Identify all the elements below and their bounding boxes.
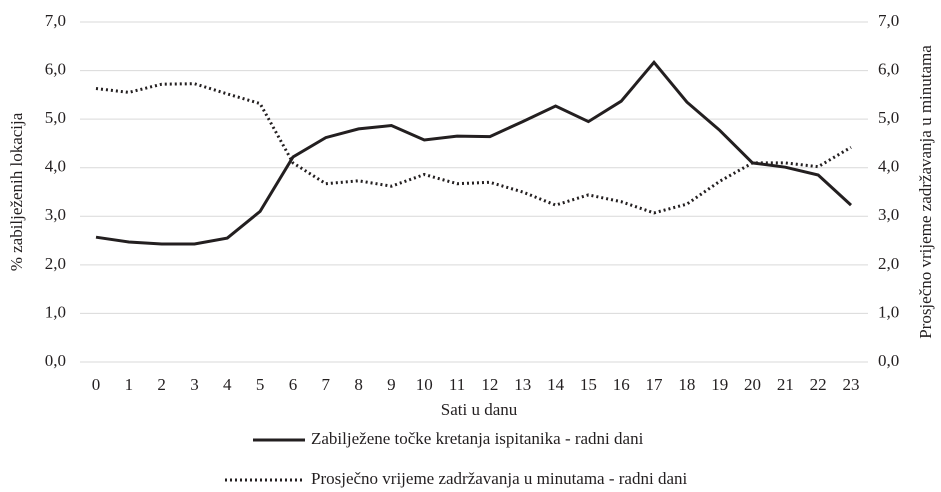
x-tick-label: 8 (354, 375, 363, 394)
x-tick-label: 17 (646, 375, 664, 394)
x-tick-label: 15 (580, 375, 597, 394)
y-tick-label: 2,0 (45, 254, 66, 273)
y2-tick-label: 7,0 (878, 11, 899, 30)
x-tick-label: 0 (92, 375, 101, 394)
x-tick-label: 19 (711, 375, 728, 394)
x-tick-label: 1 (125, 375, 134, 394)
y2-tick-label: 1,0 (878, 302, 899, 321)
x-tick-label: 4 (223, 375, 232, 394)
y-tick-label: 7,0 (45, 11, 66, 30)
x-tick-label: 11 (449, 375, 465, 394)
y-tick-label: 6,0 (45, 59, 66, 78)
y-axis-title: % zabilježenih lokacija (7, 112, 26, 271)
x-tick-label: 7 (322, 375, 331, 394)
x-tick-label: 9 (387, 375, 396, 394)
x-tick-label: 20 (744, 375, 761, 394)
y2-tick-label: 6,0 (878, 59, 899, 78)
x-tick-label: 3 (190, 375, 199, 394)
y2-tick-label: 5,0 (878, 108, 899, 127)
x-tick-label: 14 (547, 375, 565, 394)
y-tick-label: 5,0 (45, 108, 66, 127)
x-tick-label: 6 (289, 375, 298, 394)
x-tick-label: 13 (514, 375, 531, 394)
x-tick-label: 22 (810, 375, 827, 394)
y2-tick-label: 4,0 (878, 157, 899, 176)
y2-tick-label: 0,0 (878, 351, 899, 370)
x-tick-label: 5 (256, 375, 265, 394)
legend-label: Zabilježene točke kretanja ispitanika - … (311, 429, 644, 448)
x-tick-label: 10 (416, 375, 433, 394)
x-tick-label: 12 (481, 375, 498, 394)
x-tick-label: 18 (678, 375, 695, 394)
x-tick-label: 2 (157, 375, 166, 394)
x-tick-label: 16 (613, 375, 630, 394)
x-tick-label: 21 (777, 375, 794, 394)
x-axis-title: Sati u danu (441, 400, 518, 419)
y-tick-label: 3,0 (45, 205, 66, 224)
y2-tick-label: 2,0 (878, 254, 899, 273)
y-tick-label: 1,0 (45, 302, 66, 321)
legend-label: Prosječno vrijeme zadržavanja u minutama… (311, 469, 687, 488)
y2-tick-label: 3,0 (878, 205, 899, 224)
y-tick-label: 0,0 (45, 351, 66, 370)
data-line (95, 82, 852, 215)
data-line (95, 59, 853, 246)
y-tick-label: 4,0 (45, 157, 66, 176)
y2-axis-title: Prosječno vrijeme zadržavanja u minutama (916, 45, 935, 339)
x-tick-label: 23 (843, 375, 860, 394)
